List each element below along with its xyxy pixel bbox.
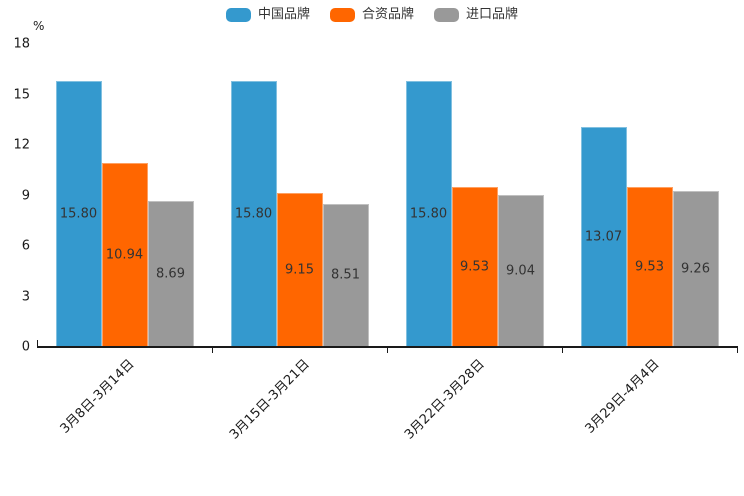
legend-item-series-1[interactable]: 合资品牌 [329,7,414,22]
y-axis-tick-label: 3 [21,289,30,304]
bar-value-label: 8.51 [331,267,360,283]
legend-item-series-0[interactable]: 中国品牌 [225,7,310,22]
y-axis-tick-label: 9 [21,188,30,203]
bar-series-1[interactable]: 9.15 [276,192,323,347]
bar-series-2[interactable]: 8.69 [147,200,194,347]
bar-value-label: 15.80 [59,206,98,222]
bar-series-2[interactable]: 9.04 [497,194,544,347]
y-axis-tick-label: 15 [13,87,30,102]
bar-series-0[interactable]: 15.80 [55,81,102,347]
bar-group-2: 15.80 9.53 9.04 [387,81,562,347]
bar-series-0[interactable]: 15.80 [405,81,452,347]
x-axis-category-label: 3月29日-4月4日 [582,356,663,437]
bar-value-label: 13.07 [584,229,623,245]
bar-value-label: 9.04 [506,263,535,279]
bar-value-label: 9.15 [285,262,314,278]
bar-value-label: 9.53 [635,259,664,275]
x-axis-tick-mark [37,340,38,347]
bar-value-label: 9.26 [681,261,710,277]
x-axis-tick-mark [387,347,388,353]
bar-series-0[interactable]: 15.80 [230,81,277,347]
legend-item-label: 中国品牌 [257,7,310,22]
y-axis-tick-label: 0 [21,339,30,355]
legend-item-label: 合资品牌 [361,7,414,22]
bar-value-label: 15.80 [409,206,448,222]
x-axis-tick-mark [562,347,563,353]
bar-group-0: 15.80 10.94 8.69 [37,81,212,347]
y-axis-tick-label: 18 [13,36,30,52]
x-axis-tick-mark [212,347,213,353]
bar-series-1[interactable]: 9.53 [626,186,673,347]
bar-value-label: 10.94 [105,247,144,263]
bar-value-label: 8.69 [156,266,185,282]
x-axis-category-label: 3月15日-3月21日 [227,356,313,443]
plot-area: 15.80 10.94 8.69 15.80 9.15 8.51 15.80 9.53 9.04… [37,44,737,347]
legend-item-label: 进口品牌 [466,7,519,22]
legend-marker-icon [225,8,251,22]
x-axis-category-label: 3月22日-3月28日 [402,356,488,443]
bar-series-1[interactable]: 9.53 [451,186,498,347]
legend-marker-icon [434,8,459,22]
y-axis-tick-label: 6 [21,238,30,254]
bar-value-label: 9.53 [460,259,489,275]
bar-series-1[interactable]: 10.94 [101,162,148,347]
y-axis-unit-label: % [33,19,45,33]
legend-item-series-2[interactable]: 进口品牌 [434,8,518,22]
bar-group-1: 15.80 9.15 8.51 [212,81,387,347]
bar-group-3: 13.07 9.53 9.26 [562,127,737,347]
bar-series-0[interactable]: 13.07 [580,127,627,347]
y-axis: 0 3 6 9 12 15 18 [0,0,30,496]
legend: 中国品牌 合资品牌 进口品牌 [0,8,744,22]
bar-series-2[interactable]: 8.51 [322,203,369,347]
legend-marker-icon [329,8,355,22]
bar-value-label: 15.80 [234,206,273,222]
bar-series-2[interactable]: 9.26 [672,191,719,347]
x-axis-tick-mark [737,347,738,353]
y-axis-tick-label: 12 [13,137,30,153]
x-axis-category-label: 3月8日-3月14日 [57,356,138,437]
